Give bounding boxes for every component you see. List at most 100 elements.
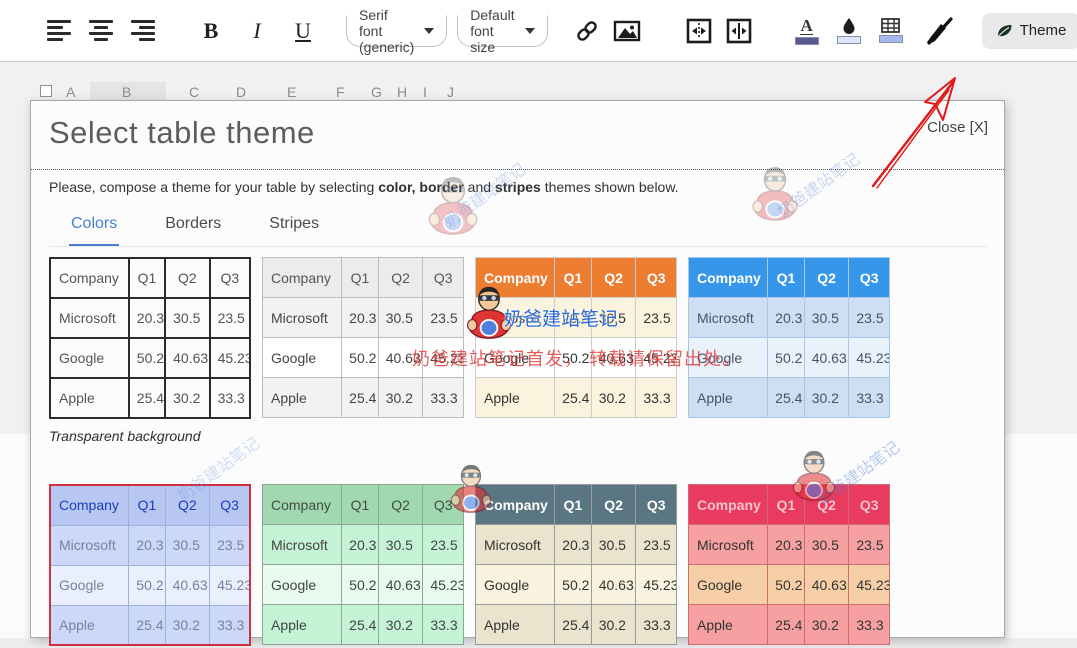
align-left-icon bbox=[47, 20, 71, 41]
theme-data-cell: 25.4 bbox=[341, 377, 379, 418]
theme-table-green[interactable]: Company Q1 Q2 Q3 Microsoft 20.3 30.5 23.5 Google… bbox=[261, 484, 464, 645]
theme-header-cell: Q3 bbox=[635, 257, 677, 298]
theme-data-cell: 25.4 bbox=[767, 377, 805, 418]
theme-data-cell: 40.63 bbox=[164, 564, 211, 606]
font-family-select[interactable]: Serif font (generic) bbox=[346, 7, 448, 55]
tab-colors[interactable]: Colors bbox=[69, 209, 120, 246]
desc-prefix: Please, compose a theme for your table b… bbox=[49, 179, 379, 195]
fit-table-button[interactable] bbox=[682, 11, 716, 51]
bold-button[interactable]: B bbox=[194, 11, 228, 51]
theme-header-cell: Company bbox=[261, 257, 343, 298]
theme-table-transparent[interactable]: Company Q1 Q2 Q3 Microsoft 20.3 30.5 23.5 Google… bbox=[49, 257, 252, 419]
theme-header-cell: Q3 bbox=[635, 484, 677, 525]
theme-header-cell: Q1 bbox=[341, 484, 379, 525]
theme-data-cell: 23.5 bbox=[209, 524, 251, 566]
theme-header-cell: Q1 bbox=[767, 484, 805, 525]
theme-data-cell: 33.3 bbox=[209, 604, 251, 646]
table-color-button[interactable] bbox=[874, 11, 908, 51]
theme-data-cell: 45.23 bbox=[848, 564, 890, 605]
theme-data-cell: Microsoft bbox=[687, 524, 769, 565]
column-header-H[interactable]: H bbox=[397, 84, 408, 100]
align-left-button[interactable] bbox=[42, 11, 76, 51]
theme-data-cell: 40.63 bbox=[377, 337, 424, 378]
column-header-D[interactable]: D bbox=[236, 84, 247, 100]
text-color-button[interactable]: A bbox=[790, 11, 824, 51]
theme-header-cell: Company bbox=[261, 484, 343, 525]
theme-data-cell: Google bbox=[261, 337, 343, 378]
column-header-F[interactable]: F bbox=[336, 84, 345, 100]
theme-header-cell: Q2 bbox=[164, 484, 211, 526]
align-right-button[interactable] bbox=[126, 11, 160, 51]
theme-data-cell: 40.63 bbox=[590, 337, 637, 378]
theme-header-cell: Q1 bbox=[767, 257, 805, 298]
theme-table-orange[interactable]: Company Q1 Q2 Q3 Microsoft 20.3 30.5 23.5 Google… bbox=[474, 257, 677, 418]
theme-header-cell: Q3 bbox=[209, 484, 251, 526]
theme-option-orange: Company Q1 Q2 Q3 Microsoft 20.3 30.5 23.5 Google… bbox=[474, 257, 688, 444]
theme-data-cell: 25.4 bbox=[127, 377, 167, 419]
desc-suffix: themes shown below. bbox=[540, 179, 679, 195]
theme-data-cell: Google bbox=[687, 337, 769, 378]
no-format-brush-icon bbox=[926, 16, 953, 45]
column-header-J[interactable]: J bbox=[447, 84, 454, 100]
insert-image-button[interactable] bbox=[610, 11, 644, 51]
column-header-A[interactable]: A bbox=[66, 84, 76, 100]
align-center-button[interactable] bbox=[84, 11, 118, 51]
theme-tabs: Colors Borders Stripes bbox=[49, 209, 988, 247]
theme-data-cell: 30.2 bbox=[164, 377, 211, 419]
column-header-B[interactable]: B bbox=[122, 84, 132, 100]
theme-data-cell: Apple bbox=[687, 377, 769, 418]
theme-data-cell: 45.23 bbox=[635, 337, 677, 378]
theme-header-cell: Q2 bbox=[803, 257, 850, 298]
theme-header-cell: Company bbox=[49, 484, 130, 526]
column-width-button[interactable] bbox=[722, 11, 756, 51]
theme-data-cell: 23.5 bbox=[848, 297, 890, 338]
theme-data-cell: 50.2 bbox=[341, 564, 379, 605]
theme-option-transparent: Company Q1 Q2 Q3 Microsoft 20.3 30.5 23.5 Google… bbox=[49, 257, 262, 444]
theme-data-cell: Microsoft bbox=[474, 297, 556, 338]
cell-fill-button[interactable] bbox=[832, 11, 866, 51]
italic-button[interactable]: I bbox=[240, 11, 274, 51]
theme-data-cell: Apple bbox=[261, 604, 343, 645]
select-all-checkbox[interactable] bbox=[40, 85, 52, 97]
theme-data-cell: Microsoft bbox=[687, 297, 769, 338]
theme-data-cell: 40.63 bbox=[164, 337, 211, 379]
theme-data-cell: Google bbox=[474, 564, 556, 605]
theme-header-cell: Q2 bbox=[164, 257, 211, 299]
close-button[interactable]: Close [X] bbox=[927, 119, 988, 136]
theme-data-cell: 50.2 bbox=[341, 337, 379, 378]
column-header-C[interactable]: C bbox=[189, 84, 200, 100]
tab-borders[interactable]: Borders bbox=[165, 215, 222, 232]
column-header-E[interactable]: E bbox=[287, 84, 297, 100]
column-header-I[interactable]: I bbox=[423, 84, 427, 100]
theme-table-red[interactable]: Company Q1 Q2 Q3 Microsoft 20.3 30.5 23.5 Google… bbox=[687, 484, 890, 645]
theme-header-cell: Company bbox=[49, 257, 130, 299]
theme-table-slate[interactable]: Company Q1 Q2 Q3 Microsoft 20.3 30.5 23.5 Google… bbox=[474, 484, 677, 645]
theme-data-cell: Google bbox=[261, 564, 343, 605]
theme-header-cell: Q3 bbox=[848, 484, 890, 525]
theme-data-cell: 23.5 bbox=[635, 297, 677, 338]
theme-data-cell: 45.23 bbox=[848, 337, 890, 378]
theme-data-cell: 45.23 bbox=[422, 337, 464, 378]
column-header-G[interactable]: G bbox=[371, 84, 382, 100]
select-theme-dialog: Close [X] Select table theme Please, com… bbox=[30, 100, 1005, 646]
theme-data-cell: 40.63 bbox=[803, 337, 850, 378]
underline-button[interactable]: U bbox=[286, 11, 320, 51]
theme-data-cell: 30.5 bbox=[803, 297, 850, 338]
theme-data-cell: Apple bbox=[261, 377, 343, 418]
theme-table-periwinkle[interactable]: Company Q1 Q2 Q3 Microsoft 20.3 30.5 23.5 Google… bbox=[49, 484, 251, 646]
theme-data-cell: 20.3 bbox=[554, 524, 592, 565]
clear-formatting-button[interactable] bbox=[922, 11, 956, 51]
theme-data-cell: 40.63 bbox=[377, 564, 424, 605]
theme-data-cell: Google bbox=[474, 337, 556, 378]
theme-header-cell: Q1 bbox=[554, 484, 592, 525]
theme-data-cell: 45.23 bbox=[635, 564, 677, 605]
theme-data-cell: Google bbox=[49, 337, 130, 379]
insert-link-button[interactable] bbox=[570, 11, 604, 51]
theme-table-blue[interactable]: Company Q1 Q2 Q3 Microsoft 20.3 30.5 23.5 Google… bbox=[687, 257, 890, 418]
theme-table-light-gray[interactable]: Company Q1 Q2 Q3 Microsoft 20.3 30.5 23.5 Google… bbox=[261, 257, 464, 418]
theme-button[interactable]: Theme bbox=[981, 12, 1077, 49]
font-size-select[interactable]: Default font size bbox=[457, 7, 548, 55]
theme-data-cell: 33.3 bbox=[422, 604, 464, 645]
tab-stripes[interactable]: Stripes bbox=[269, 215, 320, 232]
theme-option-blue: Company Q1 Q2 Q3 Microsoft 20.3 30.5 23.5 Google… bbox=[687, 257, 901, 444]
